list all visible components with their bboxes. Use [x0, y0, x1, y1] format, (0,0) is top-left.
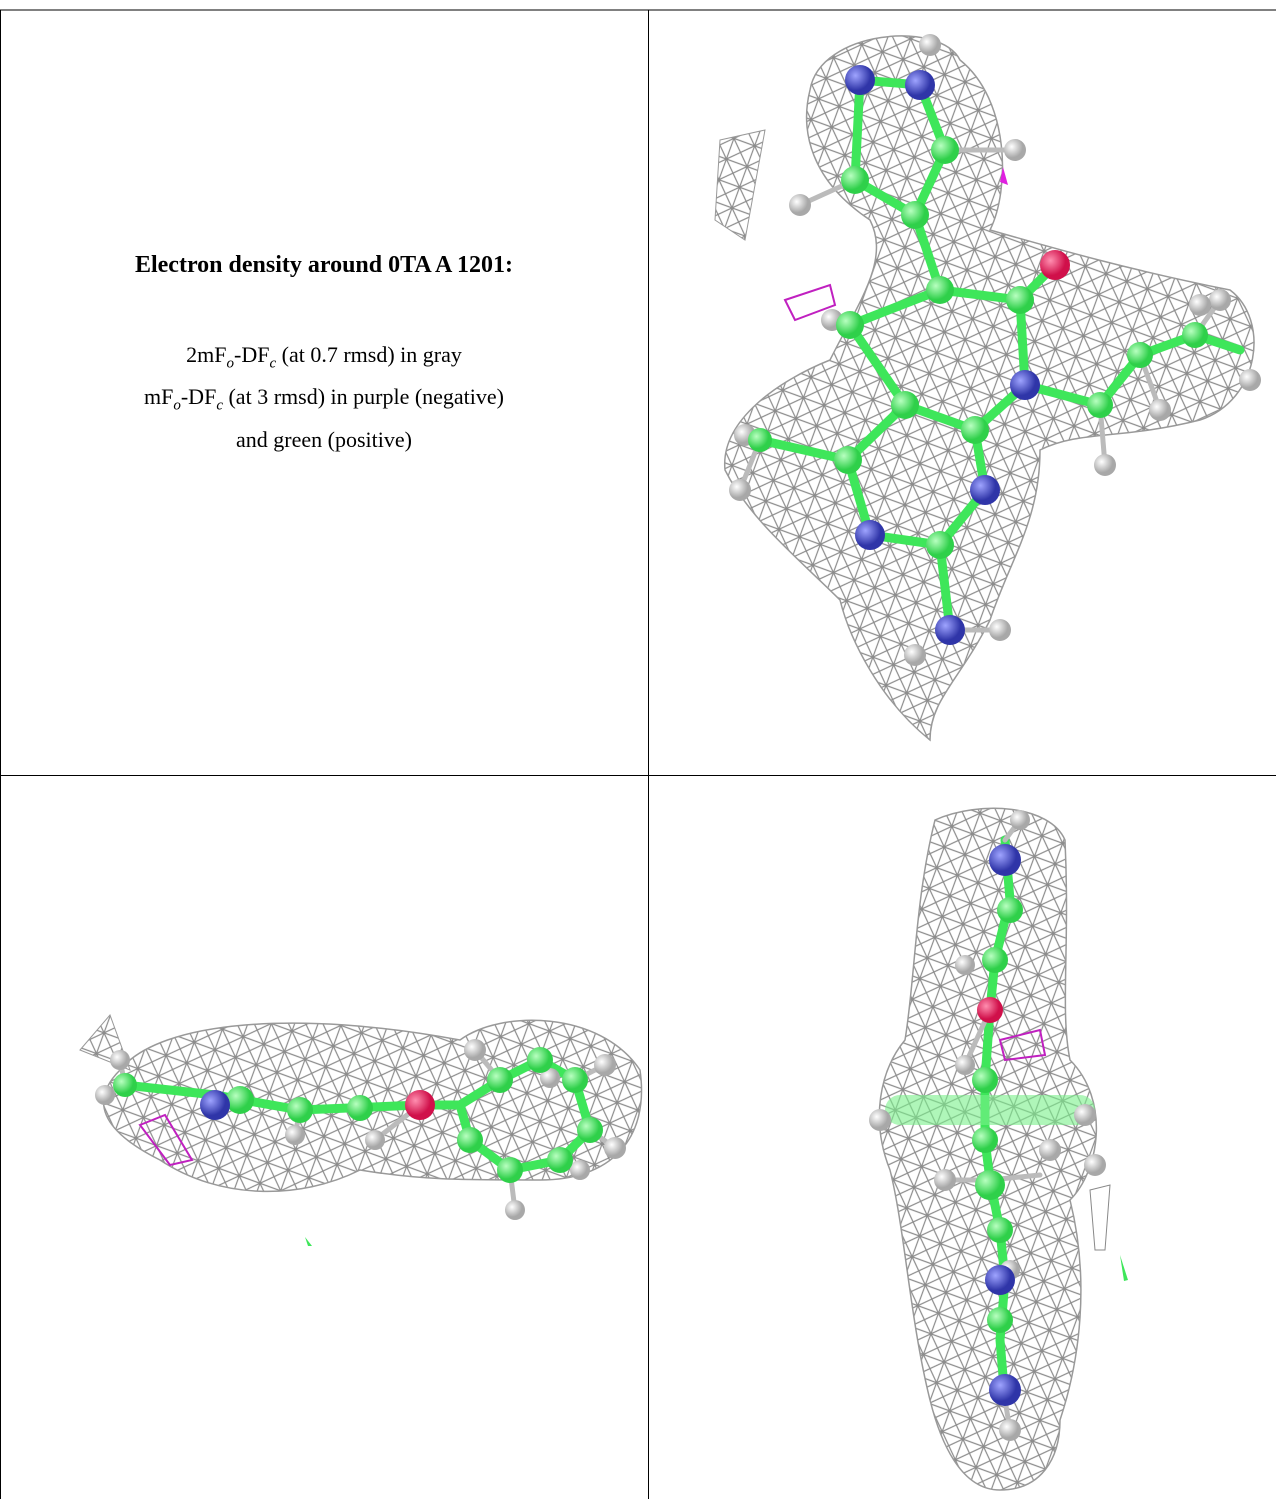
- subscript: o: [226, 355, 235, 372]
- figure-title: Electron density around 0TA A 1201:: [134, 252, 514, 278]
- caption-line: and green (positive): [0, 423, 648, 456]
- caption-line: 2mFo-DFc (at 0.7 rmsd) in gray: [0, 338, 648, 380]
- caption-text: 2mF: [186, 342, 227, 367]
- density-view-side: [79, 1014, 643, 1246]
- caption-text: (at 3 rmsd) in purple (negative): [222, 384, 504, 410]
- caption-line: mFo-DFc (at 3 rmsd) in purple (negative): [0, 380, 648, 422]
- density-view-front: [714, 34, 1261, 742]
- caption-text: -DF: [180, 384, 217, 410]
- caption-text: -DF: [234, 342, 270, 367]
- subscript: c: [269, 355, 277, 372]
- subscript: o: [173, 397, 181, 414]
- density-view-top: [869, 807, 1128, 1491]
- subscript: c: [216, 397, 223, 414]
- table-borders: [0, 9, 1276, 1499]
- caption-text: mF: [144, 384, 174, 410]
- caption-text: (at 0.7 rmsd) in gray: [276, 342, 462, 367]
- caption: 2mFo-DFc (at 0.7 rmsd) in gray mFo-DFc (a…: [0, 338, 648, 456]
- caption-text: and green (positive): [236, 426, 412, 452]
